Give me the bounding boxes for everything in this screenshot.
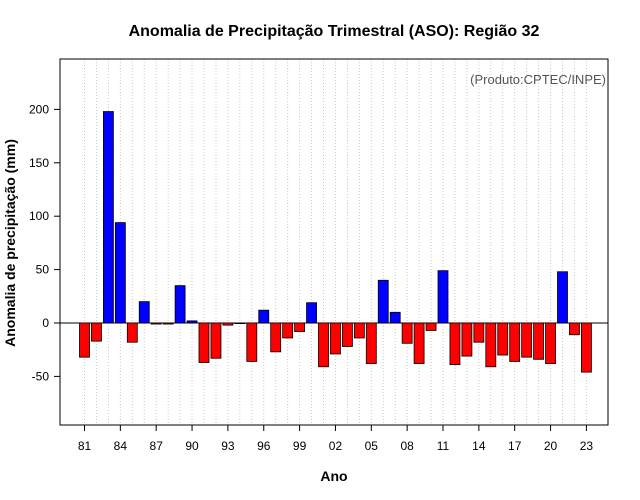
y-tick-label: 150 — [29, 156, 49, 170]
bar-2015 — [485, 322, 497, 368]
x-tick-label: 81 — [78, 439, 92, 453]
x-tick-label: 99 — [293, 439, 307, 453]
bar-2019 — [533, 322, 544, 360]
plot-frame — [59, 58, 609, 426]
bar-2004 — [353, 322, 365, 339]
bar-1993 — [222, 322, 234, 326]
y-axis: -50 0 50 100 150 200 — [29, 102, 60, 383]
y-tick-label: -50 — [32, 369, 50, 383]
bar-1992 — [210, 322, 222, 359]
bar-1987 — [150, 322, 162, 325]
y-tick-label: 100 — [29, 209, 49, 223]
bar-2022 — [569, 322, 580, 336]
bar-2008 — [401, 322, 413, 344]
bar-2017 — [509, 322, 521, 362]
y-tick-label: 50 — [36, 263, 50, 277]
bar-1997 — [270, 322, 282, 353]
bar-2009 — [413, 322, 425, 364]
x-tick-label: 90 — [185, 439, 199, 453]
bar-1990 — [186, 320, 198, 324]
bar-1999 — [294, 322, 306, 332]
bar-2005 — [365, 322, 377, 364]
bar-2023 — [581, 322, 592, 373]
bar-2007 — [389, 311, 401, 324]
x-tick-label: 08 — [400, 439, 414, 453]
bar-1998 — [282, 322, 294, 339]
x-tick-label: 96 — [257, 439, 271, 453]
x-tick-label: 84 — [114, 439, 128, 453]
bar-1991 — [198, 322, 210, 363]
x-tick-label: 14 — [472, 439, 486, 453]
product-credit: (Produto:CPTEC/INPE) — [470, 72, 606, 87]
bar-2020 — [545, 322, 556, 364]
x-tick-label: 23 — [580, 439, 594, 453]
bar-2010 — [425, 322, 437, 331]
bar-1986 — [138, 301, 150, 324]
bar-1985 — [126, 322, 138, 343]
grid-lines — [84, 59, 587, 425]
y-tick-label: 0 — [42, 316, 49, 330]
bar-1996 — [258, 309, 270, 324]
x-tick-label: 20 — [544, 439, 558, 453]
bar-1982 — [91, 322, 102, 342]
bar-1981 — [79, 322, 90, 358]
x-tick-label: 02 — [329, 439, 343, 453]
x-axis: 81 84 87 90 93 96 99 02 05 08 11 14 17 20 23 — [78, 425, 594, 453]
bar-2000 — [306, 302, 317, 324]
bar-1988 — [162, 322, 174, 325]
bar-2002 — [330, 322, 341, 355]
bar-2001 — [318, 322, 329, 368]
bar-1989 — [174, 285, 186, 324]
x-tick-label: 11 — [437, 439, 450, 453]
x-tick-label: 17 — [508, 439, 522, 453]
bar-2018 — [521, 322, 533, 358]
chart-title: Anomalia de Precipitação Trimestral (ASO… — [129, 23, 540, 40]
bar-2013 — [461, 322, 473, 357]
bar-2006 — [377, 279, 389, 324]
x-axis-label: Ano — [320, 468, 347, 484]
bar-2003 — [341, 322, 353, 347]
bar-2012 — [449, 322, 461, 366]
x-tick-label: 87 — [150, 439, 164, 453]
bar-2014 — [473, 322, 485, 343]
bar-2016 — [497, 322, 509, 356]
bar-1995 — [246, 322, 258, 362]
bar-1984 — [114, 222, 126, 324]
bars — [79, 111, 592, 373]
y-axis-label: Anomalia de precipitação (mm) — [2, 139, 18, 347]
x-tick-label: 93 — [221, 439, 235, 453]
x-tick-label: 05 — [365, 439, 379, 453]
bar-1994 — [234, 322, 246, 325]
bar-2011 — [437, 270, 449, 324]
bar-2021 — [557, 271, 568, 324]
y-tick-label: 200 — [29, 102, 49, 116]
bar-1983 — [103, 111, 114, 324]
